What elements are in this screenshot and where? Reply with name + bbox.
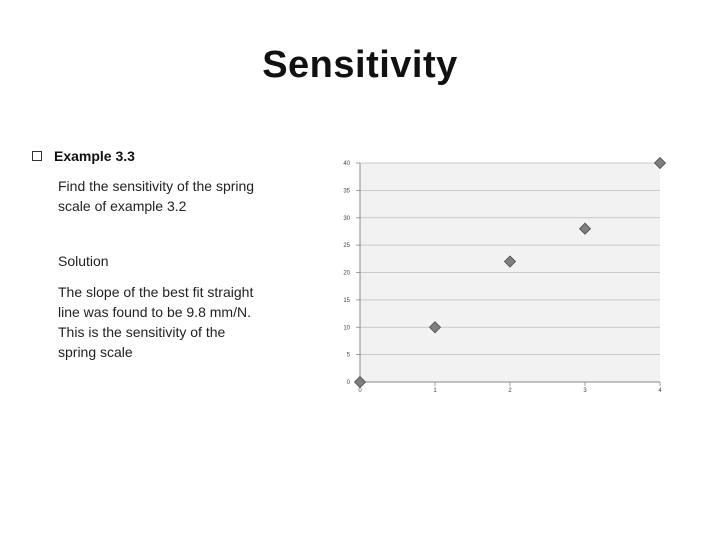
data-point <box>653 156 667 170</box>
data-point <box>353 375 367 389</box>
checkbox-bullet-icon <box>32 151 42 161</box>
y-tick-label: 40 <box>343 161 350 167</box>
example-bullet: Example 3.3 <box>32 148 135 164</box>
solution-heading: Solution <box>58 253 109 269</box>
y-tick-label: 30 <box>343 216 350 222</box>
data-point <box>503 255 517 268</box>
data-point <box>578 222 592 235</box>
question-text: Find the sensitivity of the spring scale… <box>58 178 255 214</box>
plot-area <box>360 163 660 382</box>
y-tick-label: 15 <box>343 298 350 304</box>
y-tick-label: 25 <box>343 243 350 249</box>
x-tick-label: 0 <box>358 388 362 394</box>
x-tick-label: 3 <box>583 388 587 394</box>
y-tick-label: 35 <box>343 188 350 194</box>
example-heading: Example 3.3 <box>54 148 135 164</box>
x-tick-label: 4 <box>658 388 662 394</box>
x-tick-label: 1 <box>433 388 437 394</box>
slide-title: Sensitivity <box>262 44 458 86</box>
x-tick-label: 2 <box>508 388 512 394</box>
y-tick-label: 20 <box>343 271 350 277</box>
y-tick-label: 5 <box>347 353 351 359</box>
y-tick-label: 0 <box>347 380 351 386</box>
y-tick-label: 10 <box>343 325 350 331</box>
solution-text: The slope of the best fit straight line … <box>58 284 254 360</box>
data-point <box>428 321 442 334</box>
